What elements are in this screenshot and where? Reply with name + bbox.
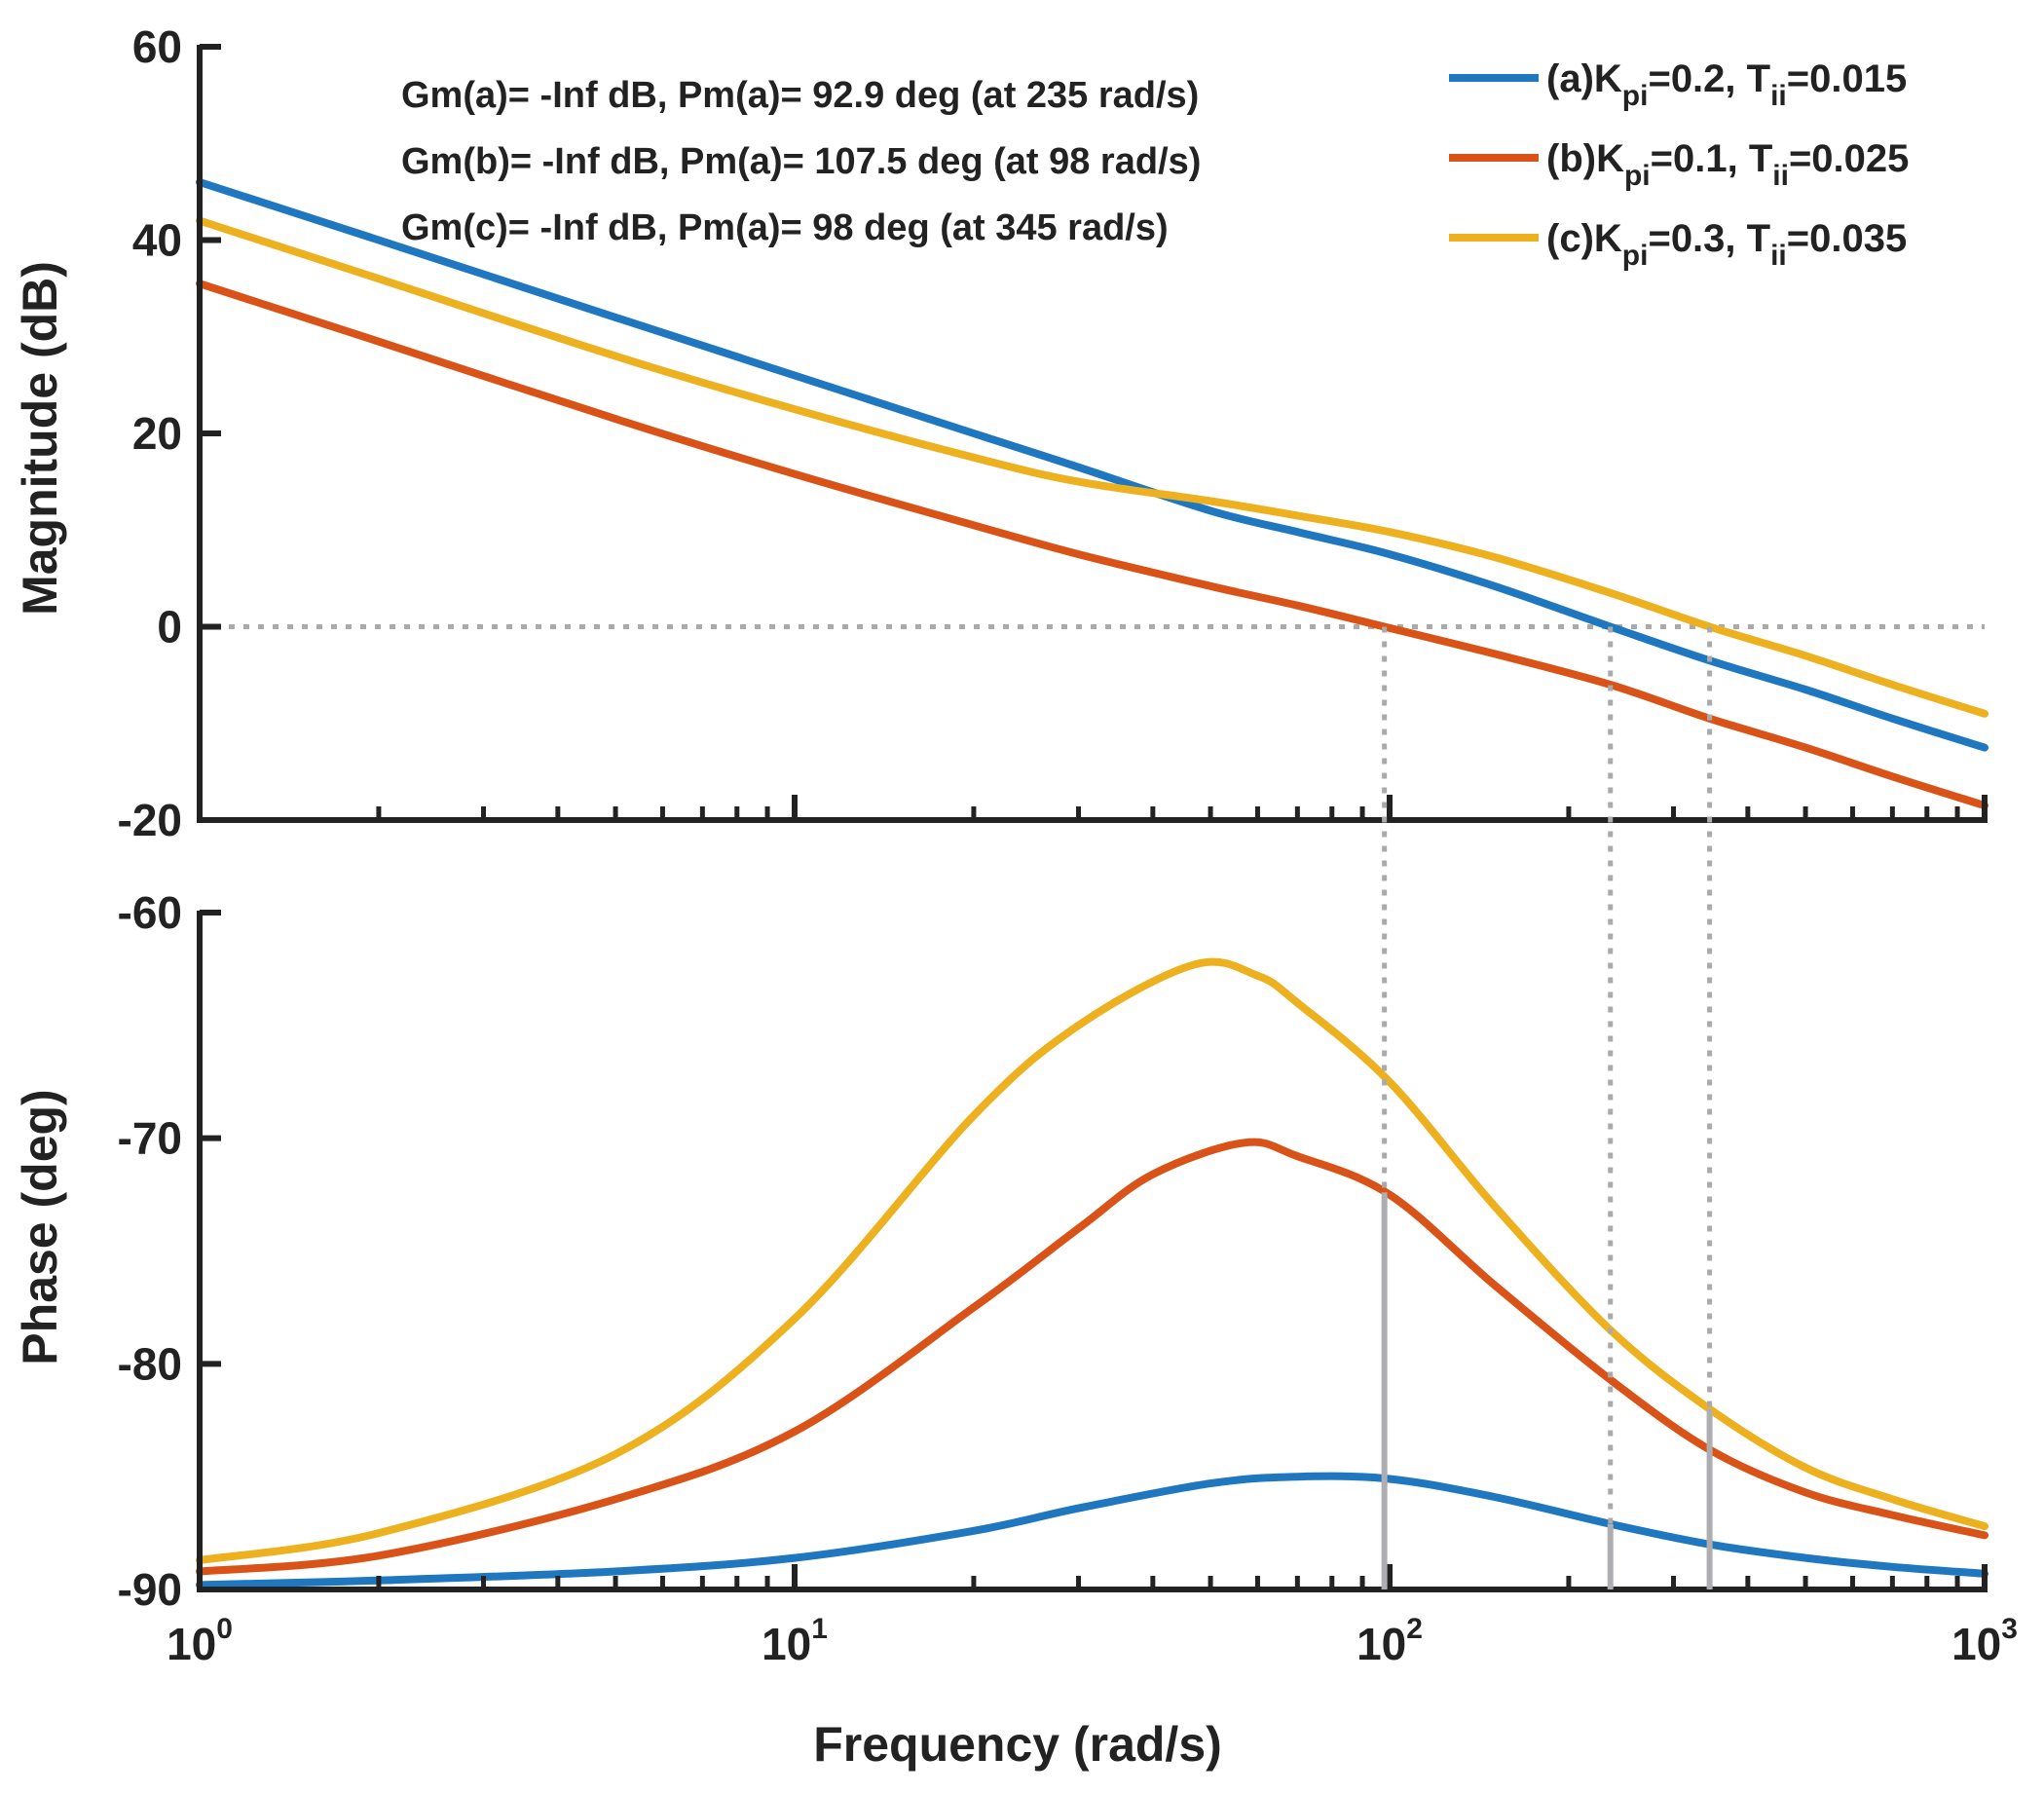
mag-y-tick-label: 0 [157, 602, 182, 653]
legend-entry-0: (a)Kpi=0.2, Tii=0.015 [1546, 57, 1907, 112]
phase-y-axis-label: Phase (deg) [13, 1089, 67, 1364]
mag-series-c-line [196, 216, 1988, 718]
x-tick-label: 101 [762, 1613, 828, 1669]
magnitude-axes: 60 40 20 0 -20 [118, 21, 1988, 845]
mag-y-tick-label: 40 [132, 215, 182, 266]
x-axis-label: Frequency (rad/s) [813, 1717, 1222, 1772]
mag-series-a-line [196, 178, 1988, 752]
gain-phase-margin-annotations: Gm(a)= -Inf dB, Pm(a)= 92.9 deg (at 235 … [401, 75, 1201, 248]
annotation-b: Gm(b)= -Inf dB, Pm(a)= 107.5 deg (at 98 … [401, 141, 1201, 182]
magnitude-panel: 60 40 20 0 -20 Magnitude (dB) Gm(a)= -Inf dB… [13, 21, 1988, 845]
ph-y-tick-label: -80 [118, 1338, 182, 1389]
magnitude-y-axis-label: Magnitude (dB) [13, 261, 67, 616]
x-tick-label: 100 [167, 1613, 233, 1669]
x-tick-label: 102 [1356, 1613, 1423, 1669]
annotation-a: Gm(a)= -Inf dB, Pm(a)= 92.9 deg (at 235 … [401, 75, 1199, 116]
x-tick-label: 103 [1951, 1613, 2018, 1669]
legend-entry-1: (b)Kpi=0.1, Tii=0.025 [1546, 137, 1909, 192]
legend-entry-2: (c)Kpi=0.3, Tii=0.035 [1546, 217, 1907, 272]
ph-series-b-line [196, 1138, 1988, 1576]
mag-y-tick-label: 60 [132, 21, 182, 72]
mag-y-tick-label: 20 [132, 408, 182, 459]
crossover-guide-lines [1381, 626, 1713, 1589]
mag-series-b-line [196, 280, 1988, 810]
ph-y-tick-label: -60 [118, 887, 182, 938]
ph-series-a-line [196, 1472, 1988, 1589]
magnitude-series [196, 178, 1988, 810]
mag-y-tick-label: -20 [118, 795, 182, 845]
ph-y-tick-label: -90 [118, 1564, 182, 1615]
ph-y-tick-label: -70 [118, 1113, 182, 1164]
legend: (a)Kpi=0.2, Tii=0.015 (b)Kpi=0.1, Tii=0.0… [1449, 57, 1909, 272]
annotation-c: Gm(c)= -Inf dB, Pm(a)= 98 deg (at 345 ra… [401, 207, 1169, 248]
